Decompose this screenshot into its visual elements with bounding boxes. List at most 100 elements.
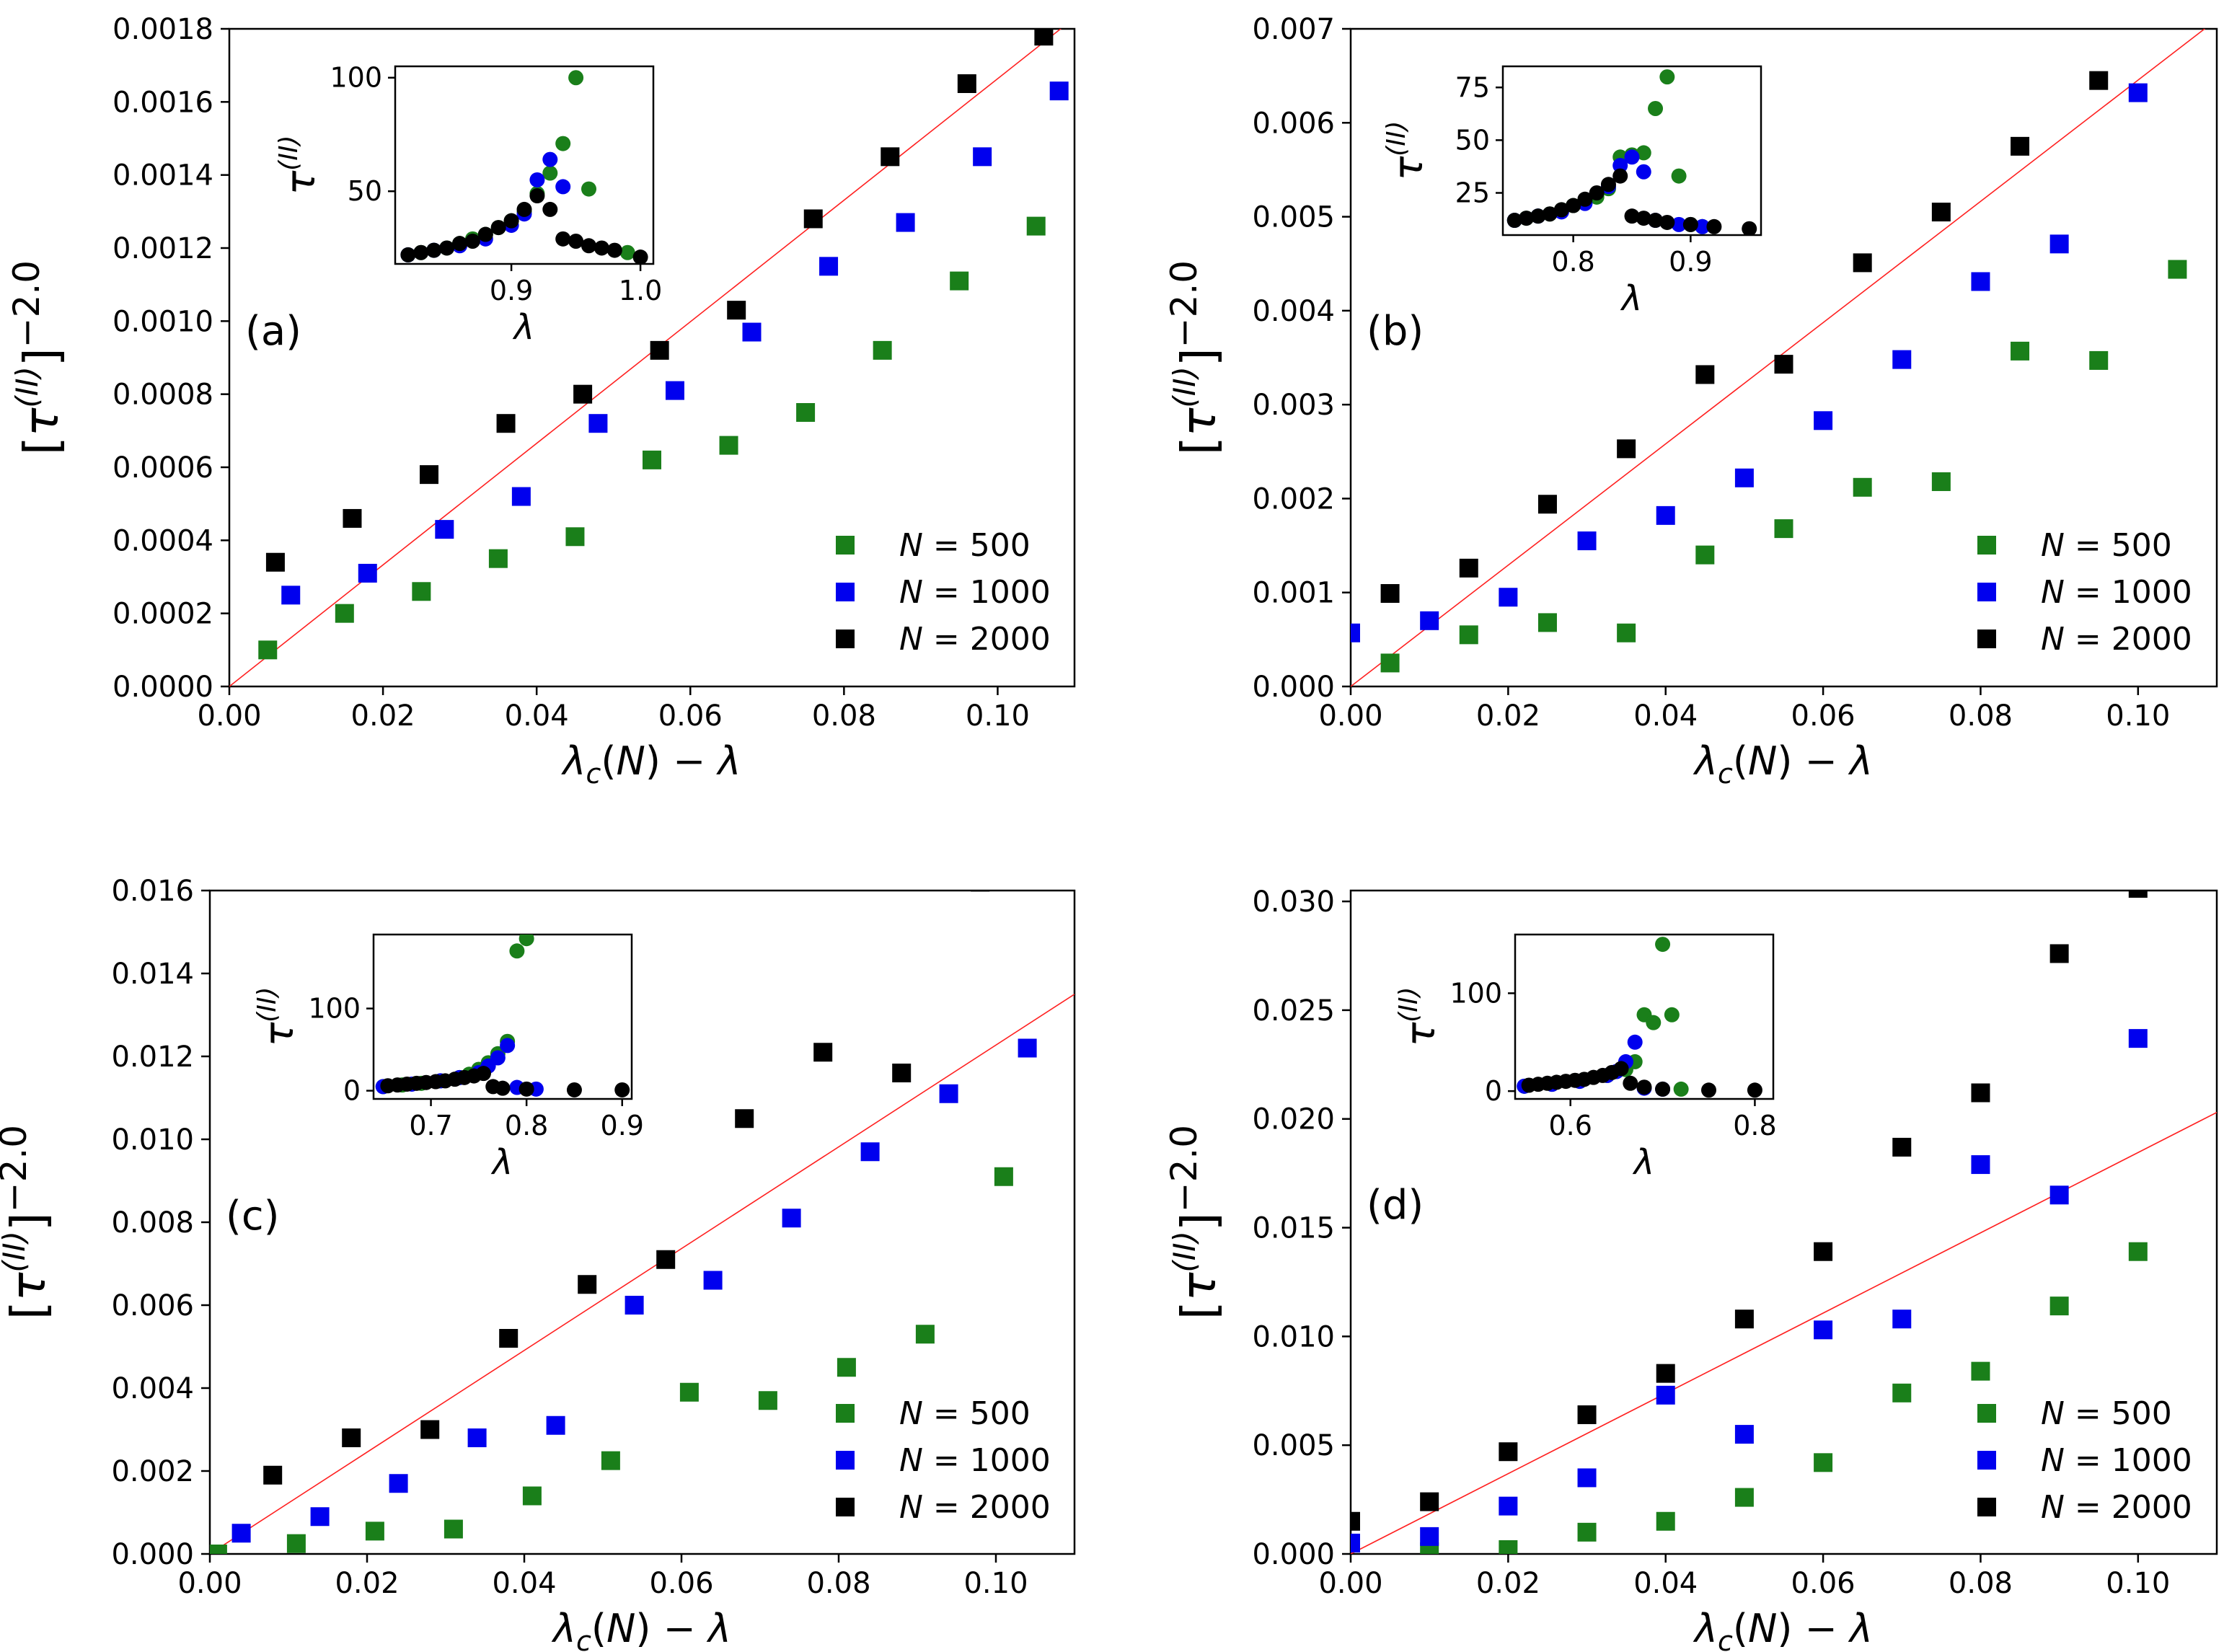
plot-area: [228, 27, 1076, 688]
data-point-n2000: [1537, 495, 1557, 514]
data-point-n2000: [496, 414, 516, 433]
inset-point-n1000: [1636, 164, 1651, 180]
data-point-n1000: [2049, 234, 2069, 254]
data-point-n500: [1380, 653, 1400, 673]
inset-markers: [400, 70, 648, 264]
inset-point-n1000: [490, 1050, 506, 1066]
legend-marker: [836, 1498, 855, 1516]
inset-point-n2000: [1701, 1082, 1716, 1098]
legend-label: N = 2000: [2041, 621, 2192, 658]
legend-label: N = 500: [2041, 527, 2172, 564]
data-point-n500: [2128, 1242, 2148, 1261]
inset-x-tick-label: 0.9: [1669, 246, 1712, 278]
inset-y-axis-label: τ(II): [1394, 986, 1444, 1046]
data-point-n1000: [665, 381, 684, 400]
inset-y-axis-label: τ(II): [274, 135, 325, 195]
data-point-n1000: [1814, 411, 1833, 430]
y-tick-label: 0.006: [1252, 107, 1335, 140]
inset-point-n1000: [542, 151, 558, 167]
legend-marker: [836, 630, 855, 648]
inset-point-n500: [581, 181, 596, 197]
data-point-n1000: [358, 563, 377, 583]
legend-marker: [1977, 536, 1996, 555]
inset-point-n2000: [555, 231, 571, 247]
legend: N = 500 N = 1000 N = 2000: [1977, 1395, 2192, 1526]
data-point-n1000: [2128, 83, 2148, 102]
y-tick-label: 0.025: [1252, 994, 1335, 1028]
data-point-n2000: [735, 1109, 754, 1128]
data-point-n1000: [1049, 81, 1069, 101]
data-point-n2000: [2011, 136, 2030, 156]
inset-point-n2000: [475, 1066, 491, 1082]
inset-y-axis-label: τ(II): [1382, 120, 1432, 180]
data-point-n1000: [588, 414, 608, 433]
legend-marker: [1977, 583, 1996, 601]
inset-plot-area: [394, 65, 655, 265]
data-point-n500: [719, 436, 738, 455]
inset-point-n500: [509, 943, 525, 959]
data-point-n1000: [2049, 1185, 2069, 1205]
inset-point-n2000: [1624, 208, 1640, 224]
x-tick-label: 0.06: [658, 699, 723, 733]
data-point-n2000: [2128, 891, 2148, 898]
inset: 0.7 0.8 0.9 0 100 λ τ(II): [252, 933, 644, 1183]
x-tick-label: 0.02: [335, 1567, 399, 1600]
markers: [1351, 71, 2187, 673]
y-tick-label: 0.020: [1252, 1103, 1335, 1136]
inset-point-n2000: [1566, 198, 1581, 213]
inset-point-n500: [568, 70, 584, 86]
inset-point-n500: [542, 165, 558, 181]
data-point-n2000: [1892, 1137, 1912, 1157]
data-point-n1000: [1420, 1527, 1439, 1546]
x-tick-label: 0.00: [177, 1567, 242, 1600]
data-point-n1000: [782, 1209, 801, 1228]
inset-point-n2000: [566, 1082, 582, 1097]
inset-point-n2000: [614, 1082, 630, 1097]
y-tick-label: 0.0000: [112, 671, 213, 704]
data-point-n2000: [1577, 1405, 1597, 1424]
inset-x-axis-label: λ: [1632, 1142, 1654, 1183]
data-point-n500: [1026, 216, 1046, 236]
y-tick-label: 0.003: [1252, 389, 1335, 422]
inset-point-n500: [1673, 1081, 1689, 1097]
inset-markers: [375, 935, 630, 1097]
inset-x-tick-label: 0.8: [1733, 1110, 1776, 1141]
inset-y-tick-label: 100: [330, 62, 382, 94]
inset-point-n2000: [413, 244, 429, 260]
x-tick-label: 0.08: [812, 699, 876, 733]
y-tick-label: 0.005: [1252, 201, 1335, 234]
data-point-n2000: [1931, 203, 1951, 222]
inset-point-n2000: [1623, 1075, 1638, 1091]
markers: [210, 891, 1037, 1554]
data-point-n500: [796, 403, 816, 422]
inset-point-n2000: [1600, 177, 1616, 193]
inset-x-tick-label: 0.6: [1548, 1110, 1592, 1141]
x-tick-label: 0.04: [1633, 1567, 1698, 1600]
legend-label: N = 1000: [2041, 1442, 2192, 1479]
y-axis-label: [τ(II)]−2.0: [1163, 260, 1227, 455]
x-tick-label: 0.06: [1791, 1567, 1855, 1600]
data-point-n500: [258, 640, 278, 660]
data-point-n1000: [511, 487, 531, 506]
data-point-n2000: [1853, 253, 1872, 273]
data-point-n2000: [1695, 365, 1715, 384]
inset-point-n2000: [516, 201, 532, 217]
data-point-n1000: [310, 1507, 330, 1527]
plot-area: [1349, 27, 2218, 688]
data-point-n500: [2168, 260, 2187, 279]
legend-label: N = 500: [2041, 1395, 2172, 1432]
data-point-n2000: [881, 147, 900, 167]
inset-point-n2000: [452, 236, 467, 252]
legend-label: N = 2000: [899, 621, 1051, 658]
data-point-n500: [994, 1167, 1013, 1186]
data-point-n500: [1892, 1383, 1912, 1403]
inset-point-n500: [1671, 168, 1687, 184]
inset-point-n2000: [606, 242, 622, 258]
x-tick-label: 0.10: [2106, 1567, 2170, 1600]
inset-point-n1000: [1624, 149, 1640, 165]
data-point-n2000: [499, 1329, 519, 1348]
data-point-n2000: [342, 1428, 361, 1447]
data-point-n1000: [546, 1415, 565, 1435]
data-point-n1000: [1892, 350, 1912, 369]
data-point-n2000: [971, 891, 990, 892]
